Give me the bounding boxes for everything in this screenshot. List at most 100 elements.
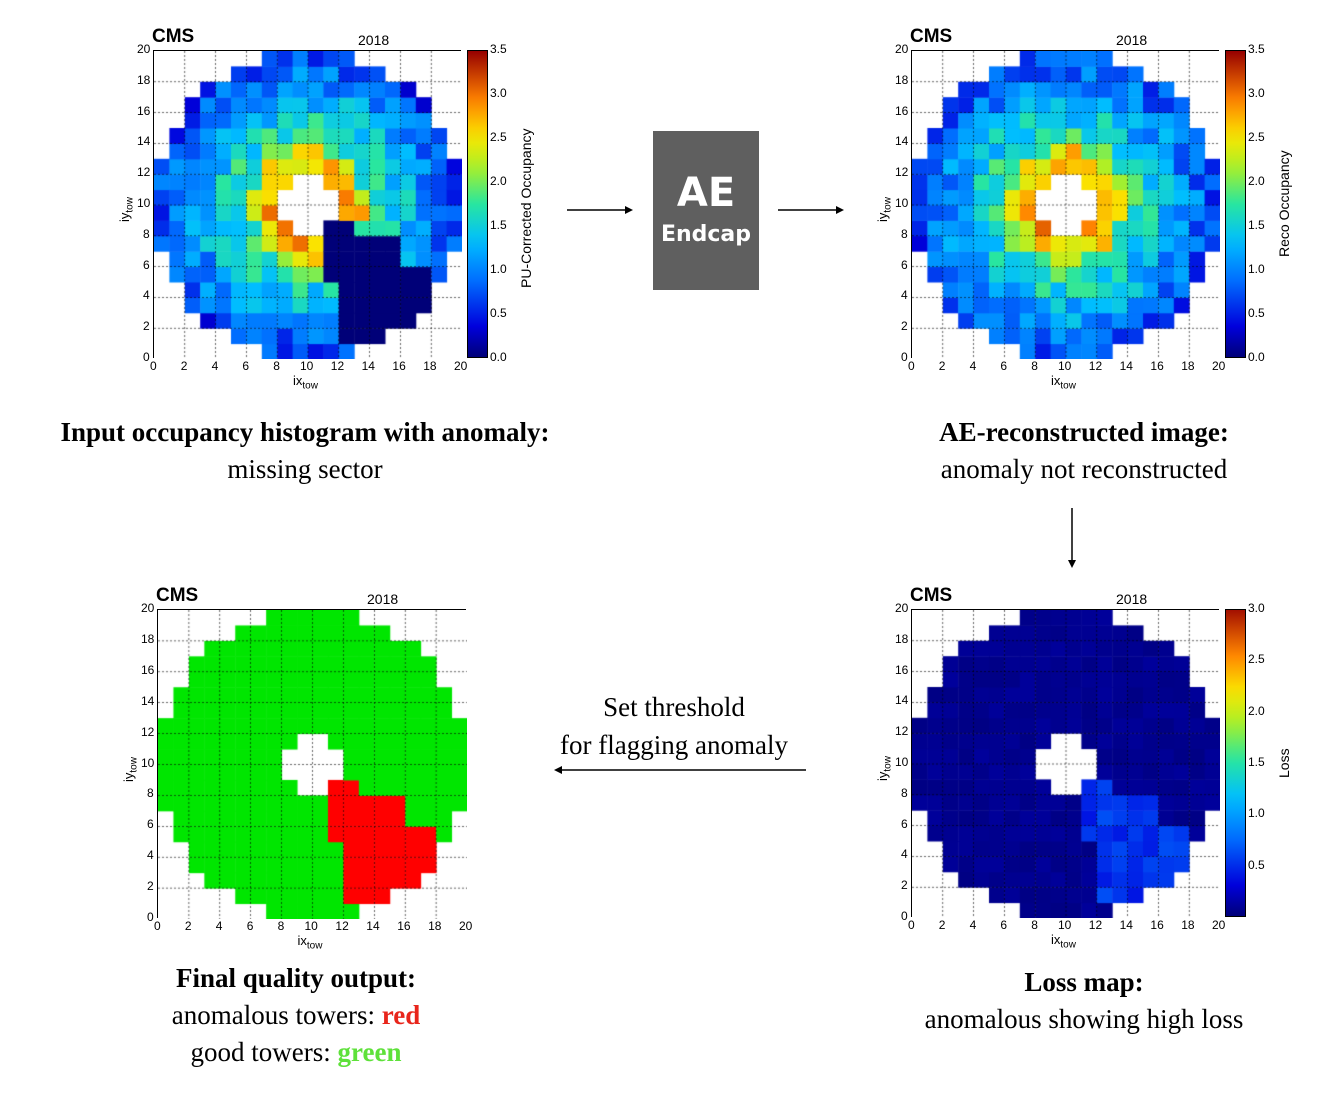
caption-final: Final quality output: anomalous towers: … [96, 960, 496, 1071]
x-tick-label: 2 [938, 359, 946, 373]
arrow-left-icon [554, 766, 806, 774]
caption-final-green: green [337, 1037, 402, 1067]
threshold-line-2: for flagging anomaly [560, 730, 788, 760]
colorbar-tick-label: 0.5 [490, 306, 507, 320]
x-tick-label: 16 [392, 359, 406, 373]
colorbar-axis-label: Reco Occupancy [1276, 150, 1292, 258]
x-tick-label: 8 [1031, 918, 1038, 932]
y-tick-label: 14 [141, 693, 155, 708]
x-tick-label: 14 [1119, 359, 1133, 373]
colorbar-tick-label: 3.0 [490, 86, 507, 100]
arrow-right-icon [778, 206, 844, 214]
x-tick-label: 4 [211, 359, 219, 373]
color-bar [1225, 50, 1246, 358]
arrow-right-icon [567, 206, 633, 214]
y-tick-label: 16 [137, 103, 151, 118]
y-axis-label: iytow [875, 756, 894, 781]
threshold-line-1: Set threshold [603, 692, 745, 722]
y-axis-label: iytow [121, 756, 140, 782]
caption-input: Input occupancy histogram with anomaly: … [0, 414, 610, 488]
y-tick-label: 10 [895, 196, 909, 210]
y-tick-label: 12 [141, 724, 155, 739]
heatmap-canvas [912, 610, 1220, 918]
y-tick-label: 0 [901, 350, 908, 364]
caption-loss-desc: anomalous showing high loss [924, 1004, 1244, 1034]
y-tick-label: 8 [147, 786, 154, 801]
ae-subtitle: Endcap [660, 222, 752, 247]
x-tick-label: 0 [908, 359, 915, 373]
x-tick-label: 20 [459, 919, 473, 933]
x-tick-label: 10 [300, 359, 314, 373]
y-tick-label: 18 [895, 72, 909, 87]
x-tick-label: 16 [1150, 359, 1164, 373]
colorbar-tick-label: 3.5 [1248, 42, 1265, 56]
colorbar-tick-label: 2.5 [1248, 130, 1265, 144]
y-tick-label: 18 [895, 631, 909, 646]
y-tick-label: 20 [141, 601, 155, 615]
colorbar-axis-label: Loss [1276, 748, 1292, 779]
x-tick-label: 8 [273, 359, 280, 373]
heatmap-frame [911, 609, 1220, 918]
color-bar [1225, 609, 1246, 917]
x-tick-label: 4 [969, 359, 977, 373]
ae-title: AE [676, 170, 736, 216]
x-tick-label: 6 [242, 359, 250, 373]
colorbar-tick-label: 2.5 [1248, 652, 1265, 667]
x-tick-label: 14 [366, 919, 380, 933]
x-axis-label: ixtow [293, 373, 318, 392]
x-tick-label: 12 [1088, 918, 1103, 932]
y-tick-label: 16 [895, 662, 909, 677]
x-tick-label: 20 [1212, 918, 1226, 932]
x-tick-label: 18 [423, 359, 437, 373]
x-tick-label: 16 [1150, 918, 1164, 932]
x-tick-label: 4 [215, 919, 223, 933]
y-tick-label: 0 [147, 910, 154, 924]
threshold-text: Set threshold for flagging anomaly [540, 688, 808, 764]
heatmap-canvas [158, 610, 467, 919]
y-tick-label: 2 [147, 879, 154, 894]
x-tick-label: 4 [969, 918, 977, 932]
y-tick-label: 6 [901, 257, 908, 272]
y-tick-label: 4 [901, 288, 908, 303]
y-tick-label: 10 [137, 196, 151, 210]
caption-loss-title: Loss map: [1024, 967, 1144, 997]
colorbar-tick-label: 1.5 [490, 218, 507, 232]
y-tick-label: 4 [901, 847, 908, 862]
y-tick-label: 8 [901, 785, 908, 800]
y-tick-label: 18 [137, 72, 151, 87]
colorbar-tick-label: 1.0 [490, 262, 507, 276]
caption-reco-title: AE-reconstructed image: [939, 417, 1229, 447]
x-tick-label: 18 [1181, 918, 1195, 932]
x-tick-label: 10 [304, 919, 318, 933]
y-tick-label: 8 [143, 226, 150, 241]
x-tick-label: 20 [454, 359, 468, 373]
y-tick-label: 16 [895, 103, 909, 118]
colorbar-tick-label: 0.5 [1248, 306, 1265, 320]
x-tick-label: 0 [908, 918, 915, 932]
colorbar-tick-label: 3.5 [490, 42, 507, 56]
x-tick-label: 14 [361, 359, 375, 373]
x-tick-label: 12 [1088, 359, 1103, 373]
caption-loss: Loss map: anomalous showing high loss [870, 964, 1298, 1038]
colorbar-tick-label: 2.0 [1248, 703, 1265, 718]
y-tick-label: 20 [895, 601, 909, 615]
x-tick-label: 2 [184, 919, 192, 933]
x-tick-label: 0 [154, 919, 161, 933]
colorbar-tick-label: 2.5 [490, 130, 507, 144]
y-axis-label: iytow [117, 197, 136, 222]
x-tick-label: 2 [180, 359, 188, 373]
y-tick-label: 8 [901, 226, 908, 241]
x-tick-label: 8 [277, 919, 285, 933]
x-tick-label: 6 [1000, 918, 1008, 932]
y-tick-label: 4 [143, 288, 150, 303]
x-tick-label: 20 [1212, 359, 1226, 373]
x-axis-label: ixtow [297, 933, 323, 952]
x-tick-label: 10 [1058, 918, 1072, 932]
heatmap-frame [911, 50, 1220, 359]
colorbar-tick-label: 2.0 [490, 174, 507, 188]
heatmap-frame [157, 609, 467, 919]
cms-label: CMS [156, 585, 199, 606]
y-tick-label: 16 [141, 662, 155, 677]
colorbar-tick-label: 2.0 [1248, 174, 1265, 188]
y-tick-label: 2 [143, 319, 150, 334]
